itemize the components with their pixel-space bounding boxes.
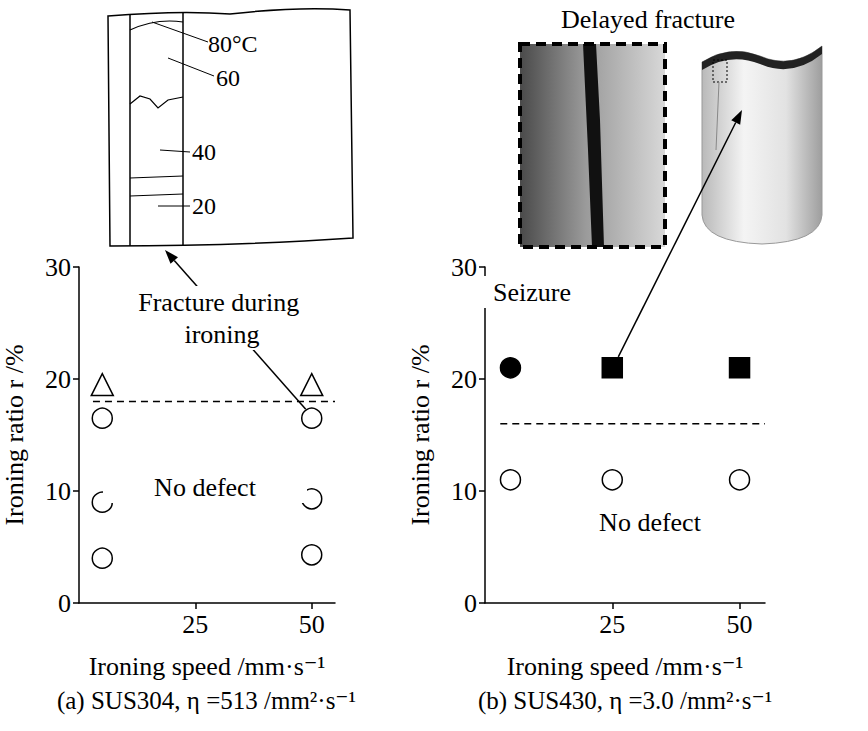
svg-text:20: 20	[45, 365, 71, 394]
svg-text:30: 30	[451, 252, 477, 282]
svg-text:50: 50	[299, 610, 325, 639]
svg-text:0: 0	[58, 589, 71, 618]
svg-text:Ironing speed /mm·s⁻¹: Ironing speed /mm·s⁻¹	[89, 652, 326, 681]
svg-text:Delayed fracture: Delayed fracture	[561, 5, 735, 34]
svg-text:Seizure: Seizure	[493, 278, 571, 307]
svg-text:Ironing ratio r /%: Ironing ratio r /%	[406, 344, 435, 525]
svg-text:50: 50	[727, 610, 753, 639]
svg-text:(b) SUS430, η =3.0 /mm²·s⁻¹: (b) SUS430, η =3.0 /mm²·s⁻¹	[478, 687, 772, 715]
svg-text:No defect: No defect	[599, 508, 702, 537]
svg-text:0: 0	[464, 589, 477, 618]
svg-text:(a) SUS304, η =513 /mm²·s⁻¹: (a) SUS304, η =513 /mm²·s⁻¹	[57, 687, 356, 715]
svg-text:ironing: ironing	[184, 320, 259, 349]
svg-text:Fracture during: Fracture during	[138, 288, 306, 317]
svg-text:10: 10	[45, 477, 71, 506]
svg-text:25: 25	[182, 610, 208, 639]
svg-text:25: 25	[599, 610, 625, 639]
svg-text:20: 20	[451, 365, 477, 394]
svg-text:60: 60	[216, 65, 240, 91]
svg-text:40: 40	[192, 139, 216, 165]
svg-text:80°C: 80°C	[208, 31, 258, 57]
svg-text:Ironing speed /mm·s⁻¹: Ironing speed /mm·s⁻¹	[507, 652, 744, 681]
svg-text:30: 30	[45, 253, 71, 282]
svg-text:No defect: No defect	[154, 473, 257, 502]
svg-text:20: 20	[192, 193, 216, 219]
svg-text:Ironing ratio r /%: Ironing ratio r /%	[0, 344, 29, 525]
svg-text:10: 10	[451, 477, 477, 506]
